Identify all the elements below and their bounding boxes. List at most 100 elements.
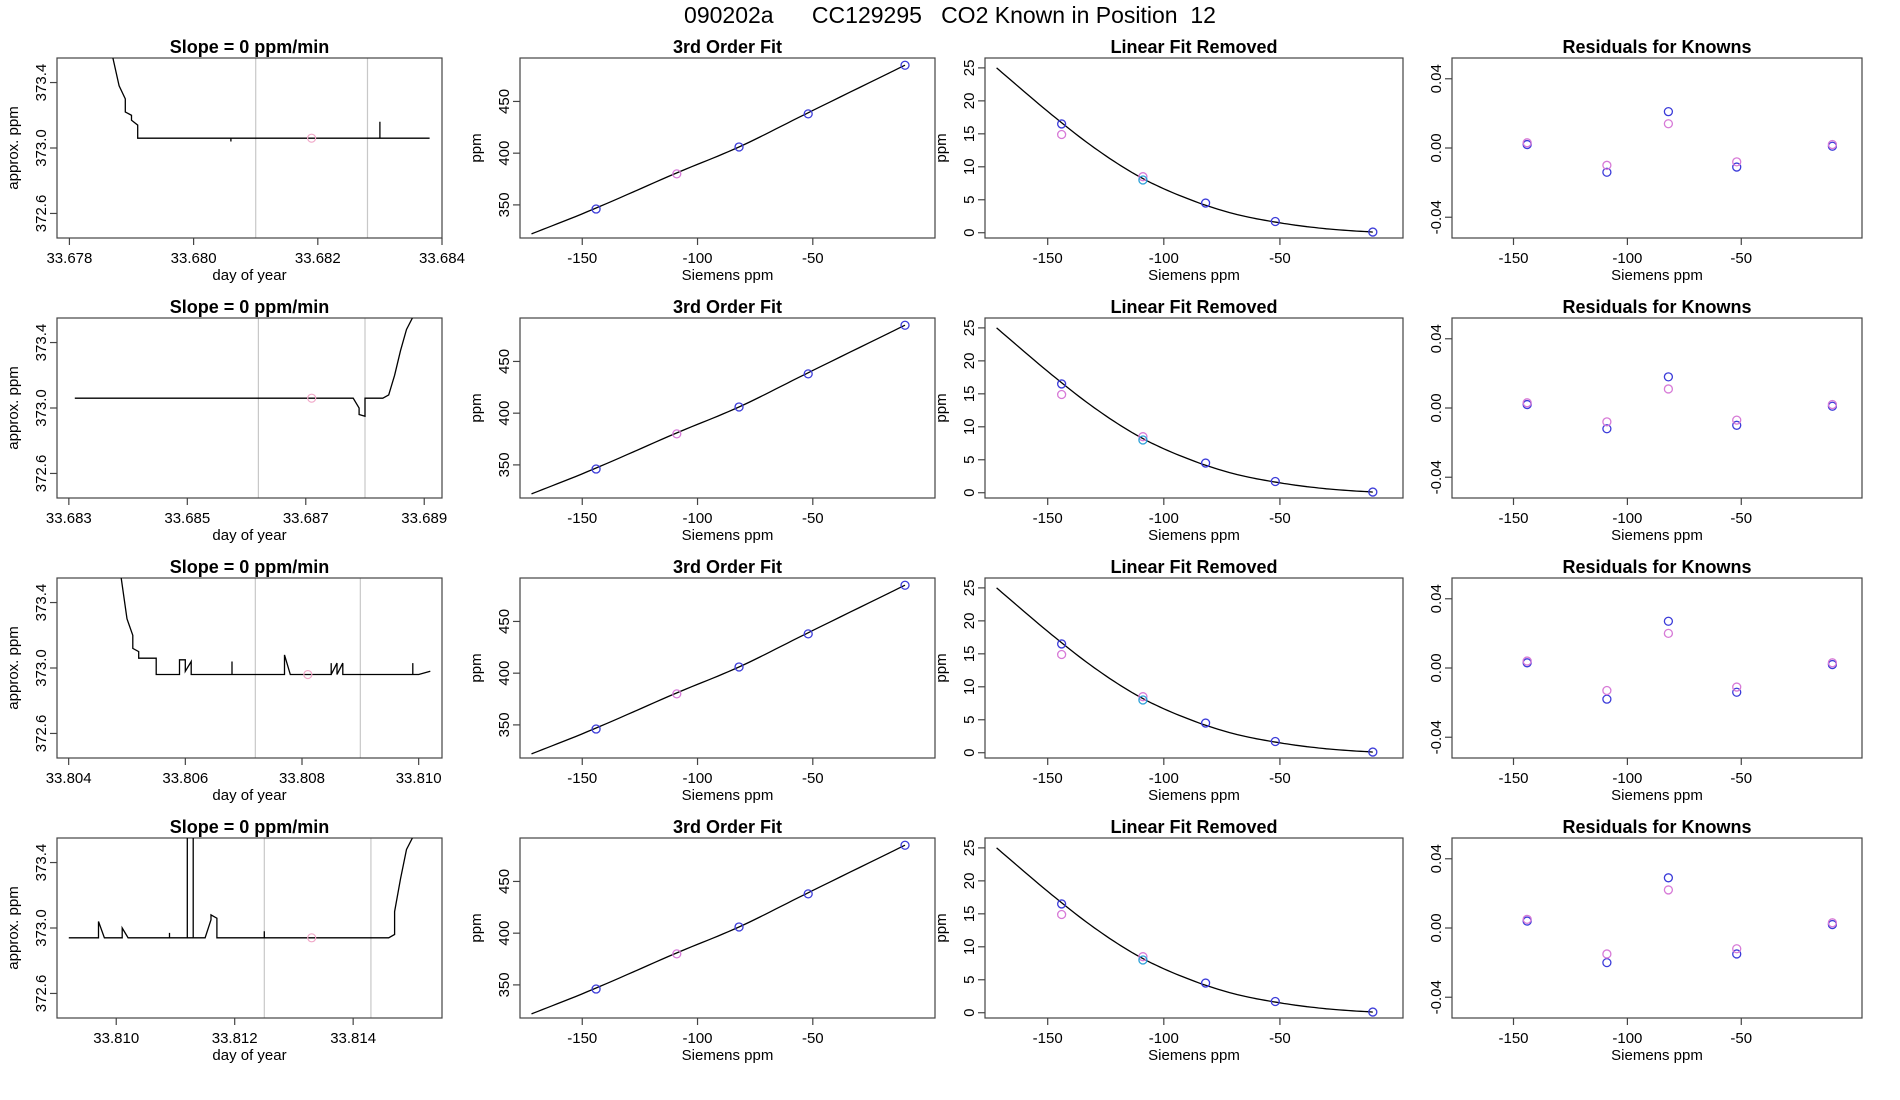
panel-time-2: Slope = 0 ppm/min 33.683 33.685 33.687 33.68…	[5, 297, 447, 544]
data-point	[1602, 167, 1612, 177]
y-tick-label: 350	[496, 192, 513, 217]
plot-frame	[1451, 577, 1863, 759]
plot-frame	[56, 317, 443, 499]
data-point	[1732, 944, 1742, 954]
x-tick-label: -50	[1269, 510, 1291, 527]
data-point	[1732, 162, 1742, 172]
x-tick-label: -100	[1149, 510, 1179, 527]
x-tick-label: -100	[1149, 1030, 1179, 1047]
y-tick-label: 450	[496, 869, 513, 894]
data-point	[1368, 227, 1378, 237]
y-tick-label: -0.04	[1428, 980, 1445, 1014]
series-line	[531, 324, 906, 495]
y-tick-label: 0.04	[1428, 324, 1445, 353]
y-tick-label: 400	[496, 661, 513, 686]
reference-point	[306, 133, 317, 143]
plot-frame	[519, 317, 936, 499]
x-tick-label: 33.810	[93, 1030, 139, 1047]
panel-fit-2: 3rd Order Fit -150 -100 -50 350 400 450 Siemens…	[468, 297, 936, 544]
y-tick-label: 10	[961, 678, 978, 695]
data-point	[591, 464, 601, 474]
data-point	[1368, 487, 1378, 497]
plot-area	[68, 838, 413, 943]
plot-frame	[56, 837, 443, 1019]
panel-time-1: Slope = 0 ppm/min 33.678 33.680 33.682 33.68…	[5, 37, 465, 284]
y-tick-label: 0.04	[1428, 64, 1445, 93]
data-point	[1827, 918, 1838, 928]
panel-resid-1: Residuals for Knowns -150 -100 -50 -0.04 0.00…	[1428, 37, 1863, 284]
y-tick-label: 25	[961, 320, 978, 337]
x-axis-label: Siemens ppm	[1148, 787, 1240, 804]
plot-frame	[984, 577, 1404, 759]
x-tick-label: 33.806	[162, 770, 208, 787]
plot-frame	[519, 577, 936, 759]
y-tick-label: 350	[496, 712, 513, 737]
y-tick-label: 5	[961, 456, 978, 464]
data-point	[1602, 685, 1612, 696]
plot-frame	[1451, 837, 1863, 1019]
y-tick-label: 350	[496, 972, 513, 997]
y-tick-label: 0.04	[1428, 584, 1445, 613]
data-point	[734, 922, 744, 932]
y-tick-label: 10	[961, 418, 978, 435]
panel-title: Residuals for Knowns	[1562, 297, 1751, 317]
panel-resid-4: Residuals for Knowns -150 -100 -50 -0.04 0.00…	[1428, 817, 1863, 1064]
x-axis-label: Siemens ppm	[1611, 1047, 1703, 1064]
x-tick-label: -100	[683, 770, 713, 787]
y-tick-label: 25	[961, 580, 978, 597]
data-point	[1200, 718, 1211, 728]
series-line	[531, 584, 906, 755]
data-point	[900, 580, 910, 590]
y-axis-label: ppm	[933, 133, 950, 162]
x-tick-label: -150	[1033, 770, 1063, 787]
x-axis-label: Siemens ppm	[682, 267, 774, 284]
data-point	[1602, 160, 1612, 170]
data-point	[1663, 119, 1674, 129]
x-axis-label: Siemens ppm	[1148, 527, 1240, 544]
plot-frame	[519, 57, 936, 239]
data-point	[1056, 899, 1067, 909]
y-tick-label: 0.04	[1428, 844, 1445, 873]
x-tick-label: -50	[1730, 250, 1752, 267]
panel-title: Linear Fit Removed	[1110, 37, 1277, 57]
x-tick-label: 33.685	[164, 510, 210, 527]
plot-area	[996, 67, 1378, 237]
y-tick-label: 0.00	[1428, 913, 1445, 942]
x-tick-label: 33.683	[46, 510, 92, 527]
data-point	[1138, 695, 1148, 705]
x-axis-label: Siemens ppm	[1148, 267, 1240, 284]
x-tick-label: -150	[567, 770, 597, 787]
x-tick-label: 33.684	[419, 250, 465, 267]
panel-title: Slope = 0 ppm/min	[170, 817, 330, 837]
x-axis-label: Siemens ppm	[1611, 527, 1703, 544]
data-point	[1602, 957, 1612, 968]
panel-title: Slope = 0 ppm/min	[170, 557, 330, 577]
data-point	[803, 109, 813, 119]
panel-linear-2: Linear Fit Removed -150 -100 -50 0 5 10 15 20 25 S…	[933, 297, 1404, 544]
y-axis-label: ppm	[933, 653, 950, 682]
reference-point	[307, 393, 317, 403]
data-point	[1732, 682, 1742, 692]
data-point	[734, 402, 744, 412]
plot-area	[531, 580, 910, 755]
y-axis-label: ppm	[468, 653, 485, 682]
data-point	[1663, 372, 1674, 382]
plot-area	[1522, 616, 1838, 704]
y-tick-label: 0	[961, 229, 978, 237]
y-tick-label: 15	[961, 645, 978, 662]
data-point	[1056, 379, 1067, 389]
series-line	[68, 838, 413, 939]
data-point	[1138, 955, 1148, 965]
y-tick-label: 10	[961, 158, 978, 175]
panel-title: Linear Fit Removed	[1110, 817, 1277, 837]
x-tick-label: -150	[567, 250, 597, 267]
data-point	[1732, 157, 1742, 167]
data-point	[1522, 656, 1532, 666]
x-tick-label: -50	[1269, 1030, 1291, 1047]
x-tick-label: -100	[1612, 510, 1642, 527]
data-point	[1138, 175, 1148, 185]
panel-resid-3: Residuals for Knowns -150 -100 -50 -0.04 0.00…	[1428, 557, 1863, 804]
x-tick-label: -50	[802, 510, 824, 527]
